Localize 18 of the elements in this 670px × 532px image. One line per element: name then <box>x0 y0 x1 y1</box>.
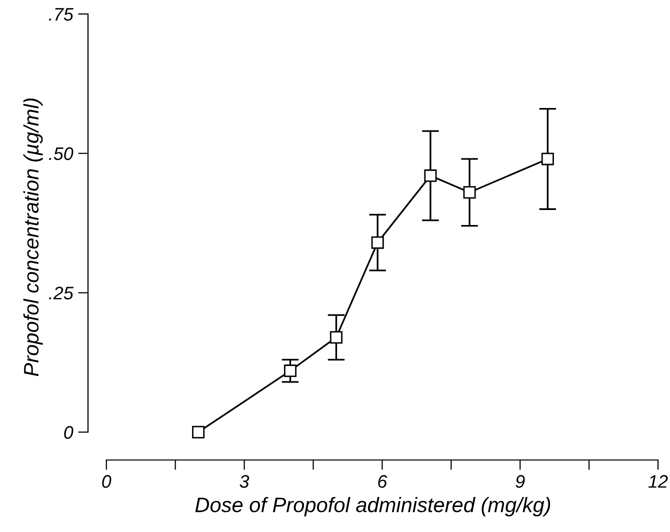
point <box>192 426 205 438</box>
x-tick-label: 6 <box>378 475 388 488</box>
y-tick-label: 0 <box>64 426 74 439</box>
point <box>330 331 342 344</box>
point <box>541 152 554 166</box>
y-tick-label: .25 <box>49 286 74 300</box>
y-axis-title: Propofol concentration (µg/ml) <box>23 98 43 376</box>
y-tick-label: .50 <box>49 147 74 160</box>
point <box>371 236 384 249</box>
point <box>424 169 437 182</box>
x-axis-title: Dose of Propofol administered (mg/kg) <box>195 496 550 516</box>
x-tick-label: 3 <box>240 475 250 488</box>
x-tick-label: 12 <box>648 475 668 488</box>
x-tick-label: 9 <box>516 475 525 488</box>
x-tick-label: 0 <box>102 475 112 488</box>
point <box>284 364 297 378</box>
point <box>463 186 476 199</box>
y-tick-label: .75 <box>49 8 74 21</box>
